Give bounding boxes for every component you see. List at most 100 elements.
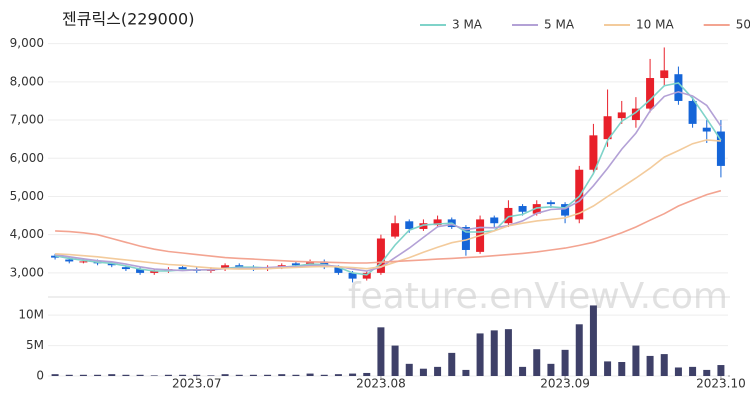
candle-body: [235, 265, 244, 268]
volume-bar: [292, 374, 300, 376]
volume-bar: [136, 374, 144, 376]
volume-bar: [674, 367, 682, 376]
volume-bar: [164, 374, 172, 376]
candle-body: [79, 261, 88, 263]
volume-bar: [363, 372, 371, 376]
candle-body: [617, 112, 626, 119]
volume-bar: [122, 374, 130, 376]
candle-body: [178, 267, 187, 270]
candle-body: [716, 131, 725, 166]
volume-bar: [717, 365, 725, 376]
y-tick-label: 5,000: [10, 189, 44, 203]
candle-body: [136, 269, 145, 273]
candle-body: [518, 206, 527, 212]
candle-body: [107, 263, 116, 266]
candle-body: [575, 169, 584, 220]
volume-bar: [476, 333, 484, 376]
volume-bar: [193, 374, 201, 376]
y-tick-label: 4,000: [10, 227, 44, 241]
volume-bar: [405, 363, 413, 376]
volume-bar: [349, 373, 357, 376]
volume-bar: [604, 361, 612, 376]
legend-label: 10 MA: [636, 18, 674, 32]
x-tick-label: 2023.08: [356, 377, 406, 391]
candle-body: [51, 255, 60, 258]
volume-bar: [462, 369, 470, 376]
volume-bar: [94, 374, 102, 376]
volume-bar: [108, 374, 116, 376]
x-tick-label: 2023.07: [172, 377, 222, 391]
y-tick-label: 0: [36, 369, 44, 383]
candle-body: [291, 263, 300, 266]
volume-bar: [504, 329, 512, 376]
volume-bar: [264, 374, 272, 376]
volume-bar: [221, 374, 229, 376]
x-tick-label: 2023.09: [540, 377, 590, 391]
candle-body: [121, 267, 130, 270]
volume-bar: [377, 327, 385, 376]
volume-bar: [207, 375, 215, 376]
volume-bar: [561, 349, 569, 376]
candle-body: [546, 202, 555, 205]
volume-bar: [434, 366, 442, 376]
candle-body: [674, 74, 683, 101]
volume-bar: [589, 305, 597, 376]
volume-bar: [490, 330, 498, 376]
candle-body: [561, 204, 570, 216]
volume-bar: [703, 369, 711, 376]
y-tick-label: 10M: [18, 308, 44, 322]
candle-body: [150, 270, 159, 273]
candle-body: [702, 127, 711, 132]
volume-bar: [618, 362, 626, 376]
legend-label: 5 MA: [544, 18, 575, 32]
volume-bar: [179, 374, 187, 376]
volume-bar: [533, 349, 541, 376]
y-tick-label: 7,000: [10, 113, 44, 127]
candle-body: [334, 267, 343, 273]
candle-body: [405, 221, 414, 229]
legend-label: 50 MA: [736, 18, 750, 32]
y-tick-label: 3,000: [10, 265, 44, 279]
volume-bar: [547, 363, 555, 376]
candle-body: [391, 223, 400, 237]
volume-bar: [79, 374, 87, 376]
ma-line: [54, 90, 722, 272]
ma-line: [55, 139, 721, 270]
candle-body: [362, 272, 371, 279]
volume-bar: [646, 355, 654, 376]
volume-bar: [334, 374, 342, 376]
candle-body: [603, 116, 612, 140]
candle-body: [348, 272, 357, 279]
chart-title: 젠큐릭스(229000): [62, 10, 194, 29]
volume-bar: [249, 374, 257, 376]
candle-body: [688, 100, 697, 124]
legend-label: 3 MA: [452, 18, 483, 32]
y-tick-label: 9,000: [10, 36, 44, 50]
volume-bar: [391, 345, 399, 376]
candle-body: [221, 265, 230, 270]
y-tick-label: 8,000: [10, 74, 44, 88]
volume-bar: [306, 373, 314, 376]
volume-bar: [51, 374, 59, 376]
volume-bar: [150, 375, 158, 376]
x-tick-label: 2023.10: [696, 377, 746, 391]
volume-bar: [320, 374, 328, 376]
volume-bar: [519, 366, 527, 376]
candle-body: [660, 70, 669, 79]
candle-body: [631, 108, 640, 121]
volume-bar: [689, 366, 697, 376]
candle-body: [532, 204, 541, 214]
candle-body: [490, 217, 499, 224]
candle-body: [433, 219, 442, 226]
volume-bar: [278, 374, 286, 376]
candle-body: [589, 135, 598, 170]
candle-body: [461, 227, 470, 250]
ma-line: [55, 189, 722, 264]
volume-bar: [65, 374, 73, 376]
volume-bar: [632, 345, 640, 376]
volume-bar: [660, 354, 668, 376]
candle-body: [504, 207, 513, 224]
watermark: feature.enViewV.com: [348, 276, 728, 317]
candle-body: [419, 223, 428, 229]
